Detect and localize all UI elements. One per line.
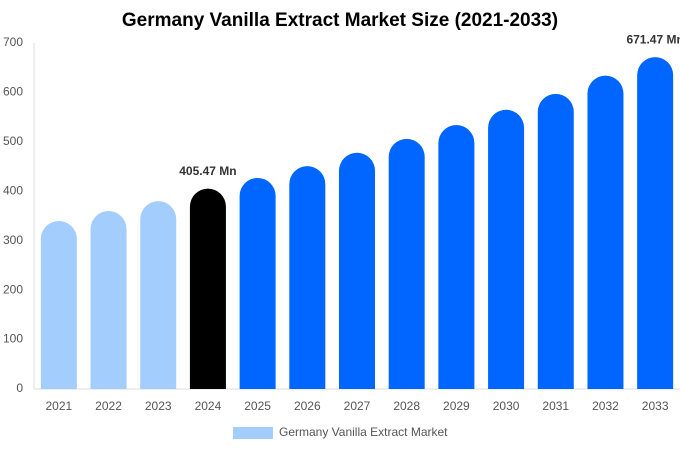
- x-tick-label: 2021: [45, 399, 72, 413]
- bar: [189, 188, 226, 389]
- x-tick-label: 2026: [294, 399, 321, 413]
- value-label: 405.47 Mn: [179, 164, 236, 178]
- bar: [587, 75, 624, 389]
- bar: [140, 201, 177, 389]
- x-tick-label: 2030: [493, 399, 520, 413]
- y-tick-label: 600: [3, 85, 23, 99]
- x-tick-label: 2032: [592, 399, 619, 413]
- x-tick-label: 2027: [344, 399, 371, 413]
- y-tick-label: 0: [16, 381, 23, 395]
- x-tick-label: 2023: [145, 399, 172, 413]
- y-tick-label: 500: [3, 134, 23, 148]
- y-tick-label: 300: [3, 233, 23, 247]
- chart-title: Germany Vanilla Extract Market Size (202…: [122, 10, 558, 31]
- bar: [637, 57, 674, 389]
- y-tick-label: 100: [3, 332, 23, 346]
- x-tick-label: 2033: [642, 399, 669, 413]
- bar: [388, 138, 425, 389]
- legend-swatch: [233, 427, 273, 439]
- y-tick-label: 700: [3, 35, 23, 49]
- y-tick-label: 200: [3, 282, 23, 296]
- bar: [40, 220, 77, 389]
- bar: [537, 93, 574, 389]
- x-tick-label: 2031: [542, 399, 569, 413]
- x-tick-label: 2025: [244, 399, 271, 413]
- legend-label: Germany Vanilla Extract Market: [279, 425, 448, 439]
- bar: [488, 109, 525, 390]
- bar: [90, 211, 127, 389]
- bar: [239, 177, 276, 389]
- bar: [339, 152, 375, 389]
- x-tick-label: 2024: [195, 399, 222, 413]
- x-tick-label: 2022: [95, 399, 122, 413]
- value-label: 671.47 Mn: [626, 32, 680, 46]
- bar: [438, 125, 475, 389]
- x-tick-label: 2028: [393, 399, 420, 413]
- bar: [289, 166, 326, 389]
- y-tick-label: 400: [3, 183, 23, 197]
- x-tick-label: 2029: [443, 399, 470, 413]
